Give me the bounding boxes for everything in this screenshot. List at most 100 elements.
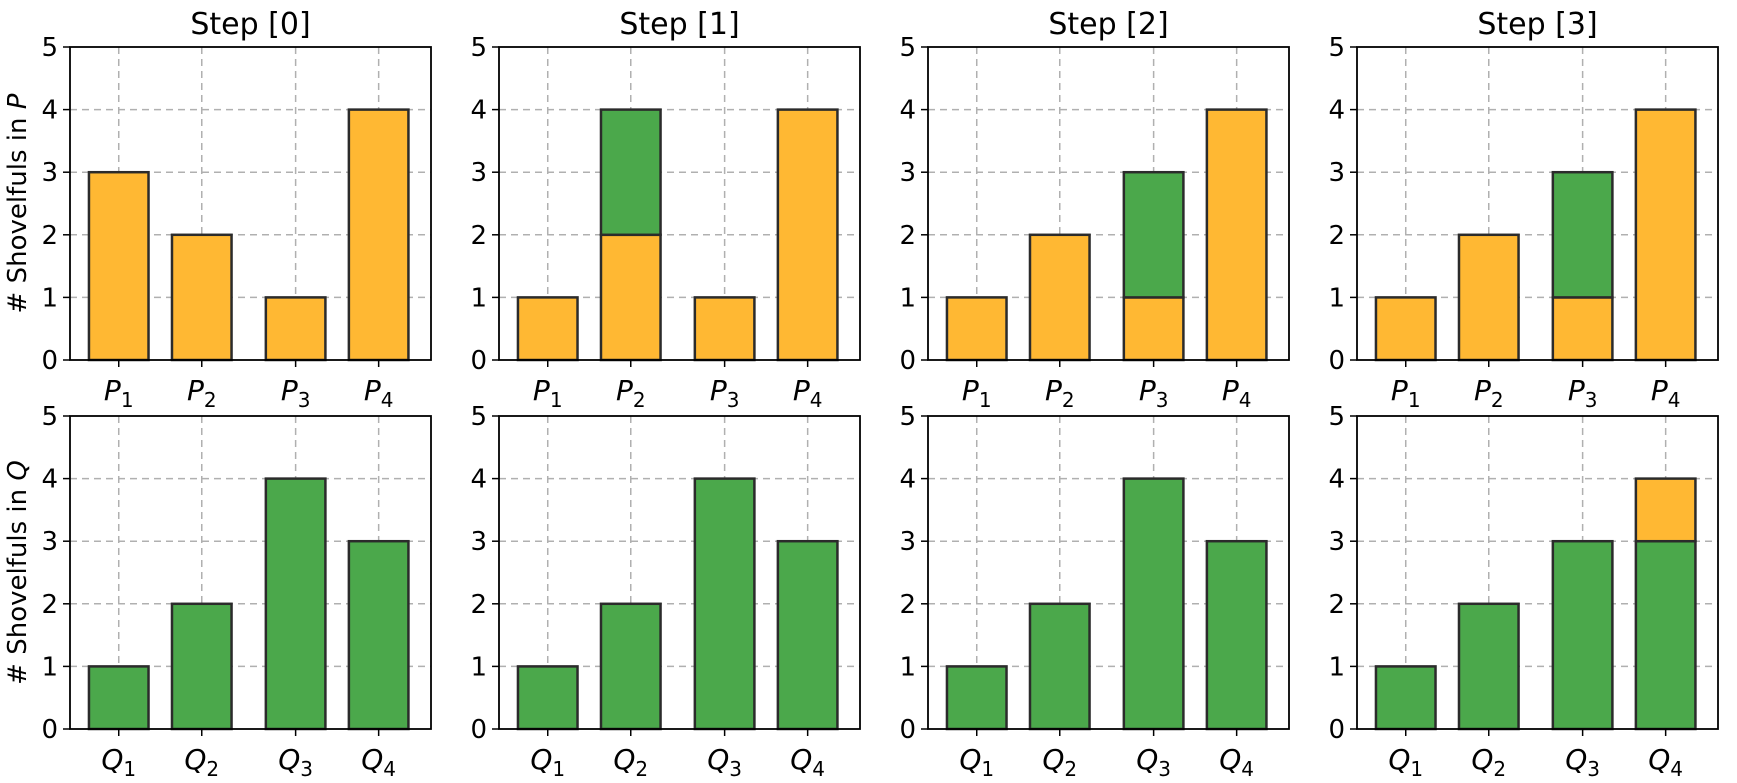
axes-frame xyxy=(927,415,1290,730)
y-tick-label: 0 xyxy=(899,346,916,376)
y-tick-label: 1 xyxy=(41,652,58,682)
bar-q4-segment-orange xyxy=(1634,477,1697,543)
x-tick-label-letter: Q xyxy=(1042,743,1064,776)
y-tick-label: 0 xyxy=(1328,715,1345,745)
x-tick-label: P3 xyxy=(710,374,740,412)
x-tick-label: P1 xyxy=(533,374,563,412)
bar-p4-segment-orange xyxy=(1634,108,1697,362)
bar-q2-segment-green xyxy=(599,602,662,731)
x-tick-label-subscript: 2 xyxy=(1491,388,1504,412)
axes-frame xyxy=(69,415,432,730)
x-tick-label-letter: Q xyxy=(707,743,729,776)
x-tick-label-subscript: 1 xyxy=(979,388,992,412)
x-tick-label-subscript: 1 xyxy=(552,757,565,781)
y-tick-label: 1 xyxy=(899,652,916,682)
x-tick-label: Q3 xyxy=(278,743,313,781)
x-tick-label-subscript: 4 xyxy=(1239,388,1252,412)
x-tick-label-letter: P xyxy=(1651,374,1668,407)
y-tick-label: 4 xyxy=(41,465,58,495)
x-tick-label-subscript: 3 xyxy=(1156,388,1169,412)
bar-q3-segment-green xyxy=(1122,477,1185,731)
panel-title: Step [1] xyxy=(619,7,739,42)
x-tick-label-subscript: 2 xyxy=(1062,388,1075,412)
y-axis-label-variable: P xyxy=(3,93,33,109)
x-tick-label-letter: Q xyxy=(530,743,552,776)
bar-p4-segment-orange xyxy=(347,108,410,362)
x-tick-label-subscript: 4 xyxy=(1668,388,1681,412)
x-tick-label: Q2 xyxy=(613,743,648,781)
axes-frame xyxy=(1356,46,1719,361)
y-axis-label-variable: Q xyxy=(3,460,33,480)
x-tick-label-letter: P xyxy=(1474,374,1491,407)
axes-frame xyxy=(498,415,861,730)
y-tick-label: 5 xyxy=(899,33,916,63)
y-tick-label: 3 xyxy=(1328,158,1345,188)
y-tick-label: 0 xyxy=(899,715,916,745)
x-tick-label-subscript: 2 xyxy=(1493,757,1506,781)
y-tick-label: 4 xyxy=(470,465,487,495)
bar-p2-segment-orange xyxy=(170,233,233,362)
x-tick-label-subscript: 3 xyxy=(729,757,742,781)
x-tick-label-subscript: 1 xyxy=(1410,757,1423,781)
y-tick-label: 3 xyxy=(41,158,58,188)
y-tick-label: 4 xyxy=(1328,96,1345,126)
y-tick-label: 1 xyxy=(470,283,487,313)
y-tick-label: 1 xyxy=(41,283,58,313)
x-tick-label: Q4 xyxy=(361,743,396,781)
bar-p2-segment-green xyxy=(599,108,662,237)
x-tick-label-subscript: 1 xyxy=(550,388,563,412)
bar-p1-segment-orange xyxy=(516,296,579,362)
x-tick-label: Q3 xyxy=(1565,743,1600,781)
y-tick-label: 0 xyxy=(470,715,487,745)
x-tick-label-subscript: 1 xyxy=(981,757,994,781)
y-axis-label-prefix: # Shovelfuls in xyxy=(3,109,33,313)
x-tick-label: Q1 xyxy=(101,743,136,781)
bar-q1-segment-green xyxy=(1374,665,1437,731)
y-tick-label: 2 xyxy=(41,590,58,620)
x-tick-label-letter: Q xyxy=(184,743,206,776)
x-tick-label-letter: Q xyxy=(613,743,635,776)
x-tick-label: P1 xyxy=(1391,374,1421,412)
y-tick-label: 0 xyxy=(470,346,487,376)
bar-p3-segment-orange xyxy=(1551,296,1614,362)
x-tick-label: Q2 xyxy=(1471,743,1506,781)
x-tick-label-letter: P xyxy=(1045,374,1062,407)
x-tick-label: Q4 xyxy=(790,743,825,781)
y-tick-label: 1 xyxy=(899,283,916,313)
y-tick-label: 3 xyxy=(899,527,916,557)
x-tick-label-letter: P xyxy=(710,374,727,407)
x-tick-label-subscript: 3 xyxy=(1587,757,1600,781)
x-tick-label-subscript: 3 xyxy=(727,388,740,412)
x-tick-label-letter: P xyxy=(1139,374,1156,407)
x-tick-label-subscript: 1 xyxy=(123,757,136,781)
x-tick-label-letter: Q xyxy=(1565,743,1587,776)
x-tick-label-letter: P xyxy=(281,374,298,407)
bar-p1-segment-orange xyxy=(87,170,150,362)
x-tick-label: P3 xyxy=(281,374,311,412)
x-tick-label-subscript: 4 xyxy=(1670,757,1683,781)
x-tick-label-letter: P xyxy=(533,374,550,407)
y-tick-label: 2 xyxy=(41,221,58,251)
x-tick-label-subscript: 3 xyxy=(298,388,311,412)
y-tick-label: 0 xyxy=(1328,346,1345,376)
bar-p3-segment-orange xyxy=(264,296,327,362)
y-tick-label: 5 xyxy=(1328,402,1345,432)
x-tick-label: P2 xyxy=(616,374,646,412)
x-tick-label: Q4 xyxy=(1648,743,1683,781)
x-tick-label-letter: Q xyxy=(1471,743,1493,776)
x-tick-label-letter: Q xyxy=(361,743,383,776)
x-tick-label-subscript: 4 xyxy=(812,757,825,781)
x-tick-label-letter: Q xyxy=(1648,743,1670,776)
x-tick-label-subscript: 2 xyxy=(206,757,219,781)
bar-p4-segment-orange xyxy=(776,108,839,362)
x-tick-label-letter: Q xyxy=(1136,743,1158,776)
x-tick-label: P2 xyxy=(1474,374,1504,412)
y-tick-label: 2 xyxy=(899,221,916,251)
y-tick-label: 2 xyxy=(1328,221,1345,251)
x-tick-label: P1 xyxy=(962,374,992,412)
x-tick-label-letter: Q xyxy=(1388,743,1410,776)
bar-q1-segment-green xyxy=(516,665,579,731)
